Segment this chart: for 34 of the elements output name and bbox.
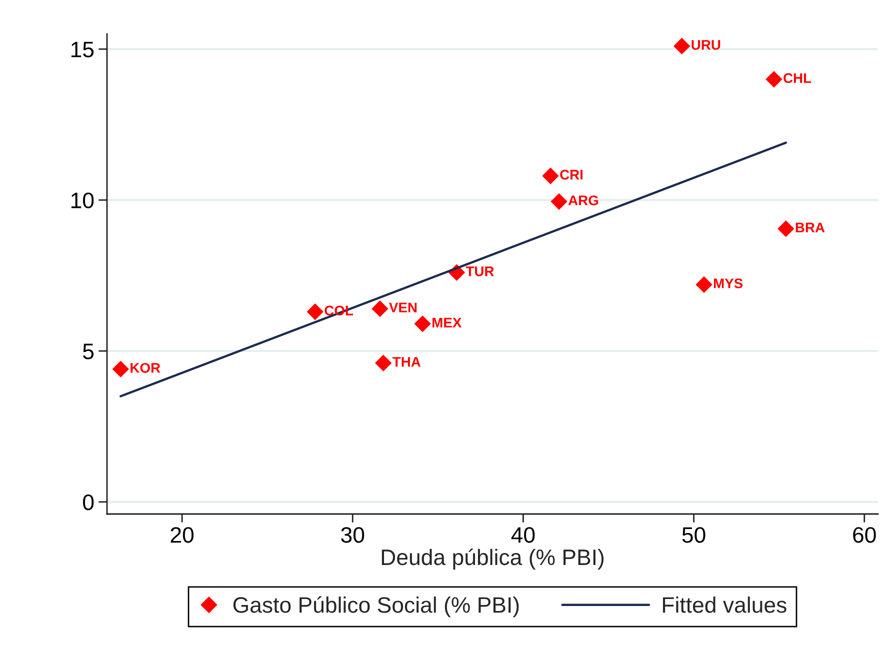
annotation: THA [392, 357, 421, 367]
point [372, 300, 388, 318]
point [674, 38, 690, 54]
point [112, 360, 129, 378]
legend-label: Gasto Público Social (% PBI) [233, 596, 519, 618]
legend-label: Fitted values [662, 596, 786, 613]
annotation: MEX [432, 318, 462, 328]
x-tick-label: 40 [511, 527, 535, 543]
annotation: ARG [568, 195, 598, 206]
annotation: KOR [130, 362, 160, 373]
point [766, 70, 782, 88]
x-tick-label: 60 [853, 527, 876, 543]
point [696, 276, 712, 293]
point [778, 220, 794, 238]
y-tick-label: 0 [83, 494, 94, 510]
annotation: URU [692, 40, 720, 50]
annotation: CHL [784, 73, 812, 84]
annotation: MYS [714, 278, 743, 288]
x-tick-label: 30 [341, 527, 364, 543]
x-tick-label: 50 [682, 527, 706, 543]
annotation: CRI [560, 170, 583, 180]
point [550, 193, 568, 210]
annotation: TUR [466, 266, 494, 276]
x-tick-label: 20 [170, 527, 194, 543]
annotation: VEN [389, 302, 417, 312]
y-tick-label: 15 [71, 42, 94, 58]
point [414, 315, 431, 332]
point [306, 303, 324, 320]
point [375, 354, 392, 372]
x-axis-title: Deuda pública (% PBI) [382, 548, 604, 570]
point [542, 168, 559, 184]
annotation: BRA [796, 222, 825, 232]
y-tick-label: 5 [83, 344, 94, 360]
y-tick-label: 10 [71, 192, 94, 208]
